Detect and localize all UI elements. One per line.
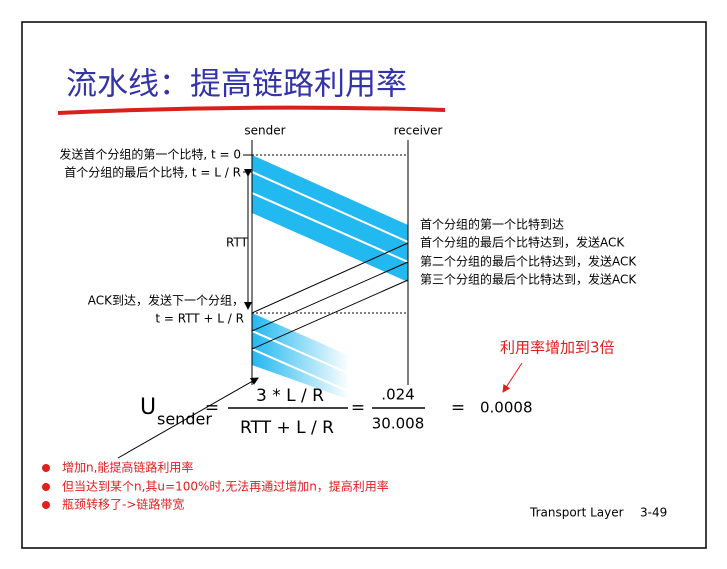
formula-denominator: RTT + L / R [240, 418, 334, 438]
title-underline [57, 105, 446, 115]
packet-separator [251, 192, 409, 263]
bullet-text: 但当达到某个n,其u=100%时,无法再通过增加n，提高利用率 [62, 479, 389, 494]
right-label: 首个分组的第一个比特到达 [420, 217, 564, 232]
bullet-dot [42, 501, 50, 509]
ack-line [251, 279, 409, 350]
ack-line [251, 242, 409, 314]
right-label: 第三个分组的最后个比特达到，发送ACK [420, 272, 637, 287]
packet-separator [251, 171, 409, 243]
left-label: t = RTT + L / R [155, 312, 244, 326]
packet-separator [251, 348, 351, 393]
formula-equals: = [451, 398, 465, 418]
packet-band-next [252, 313, 350, 400]
formula-u: U [140, 395, 156, 420]
formula-equals: = [351, 398, 365, 418]
bullet-text: 瓶颈转移了->链路带宽 [62, 497, 184, 512]
annotation: 利用率增加到3倍 [500, 339, 615, 357]
ack-line [251, 261, 409, 332]
packet-band [252, 155, 408, 282]
left-label: ACK到达，发送下一个分组， [88, 293, 244, 308]
slide-title: 流水线：提高链路利用率 [66, 67, 407, 103]
right-label: 第二个分组的最后个比特达到，发送ACK [420, 254, 637, 269]
right-label: 首个分组的最后个比特达到，发送ACK [420, 235, 625, 250]
slide-border [21, 21, 707, 549]
left-label: 发送首个分组的第一个比特, t = 0 [59, 147, 241, 162]
formula-numerator: 3 * L / R [256, 386, 324, 406]
formula-denominator: 30.008 [372, 415, 425, 433]
sender-label: sender [244, 124, 285, 138]
footer-label: Transport Layer [529, 506, 624, 520]
footer-page: 3-49 [640, 506, 667, 520]
bullet-dot [42, 464, 50, 472]
annotation-arrow [502, 362, 523, 393]
bullet-dot [42, 483, 50, 491]
packet-separator [251, 330, 351, 375]
receiver-label: receiver [394, 124, 443, 138]
left-label: RTT [226, 236, 249, 250]
formula-numerator: .024 [381, 386, 414, 404]
pointer-arrow [117, 377, 259, 459]
left-label: 首个分组的最后个比特, t = L / R [64, 165, 241, 180]
formula-subscript: sender [157, 410, 212, 429]
bullet-text: 增加n,能提高链路利用率 [62, 460, 193, 475]
formula-equals: = [205, 398, 219, 418]
formula-result: 0.0008 [480, 399, 533, 417]
